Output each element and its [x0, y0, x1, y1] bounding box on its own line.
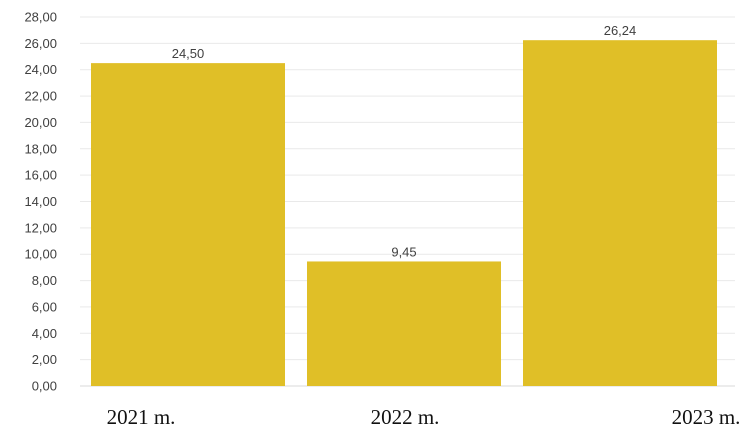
bar-value-label: 26,24 [604, 23, 637, 38]
y-tick-label: 6,00 [32, 299, 57, 314]
x-tick-label: 2022 m. [371, 405, 440, 429]
y-tick-label: 26,00 [24, 36, 57, 51]
bar-value-label: 9,45 [391, 244, 416, 259]
y-axis-tick-labels: 0,00 2,00 4,00 6,00 8,00 10,00 12,00 14,00 16,00… [24, 10, 57, 394]
y-tick-label: 2,00 [32, 352, 57, 367]
y-tick-label: 4,00 [32, 326, 57, 341]
y-tick-label: 20,00 [24, 115, 57, 130]
y-tick-label: 10,00 [24, 247, 57, 262]
data-labels: 24,50 9,45 26,24 [172, 23, 637, 259]
y-tick-label: 18,00 [24, 141, 57, 156]
y-tick-label: 12,00 [24, 220, 57, 235]
bar [523, 40, 717, 387]
x-tick-label: 2021 m. [107, 405, 176, 429]
y-tick-label: 22,00 [24, 89, 57, 104]
x-axis-tick-labels: 2021 m. 2022 m. 2023 m. [107, 405, 741, 429]
y-tick-label: 28,00 [24, 10, 57, 25]
bar-layer [91, 40, 717, 387]
y-tick-label: 14,00 [24, 194, 57, 209]
bar [91, 63, 285, 386]
y-tick-label: 16,00 [24, 168, 57, 183]
bar [307, 261, 501, 386]
y-tick-label: 24,00 [24, 62, 57, 77]
y-tick-label: 8,00 [32, 273, 57, 288]
x-tick-label: 2023 m. [672, 405, 741, 429]
y-tick-label: 0,00 [32, 379, 57, 394]
bar-value-label: 24,50 [172, 46, 205, 61]
